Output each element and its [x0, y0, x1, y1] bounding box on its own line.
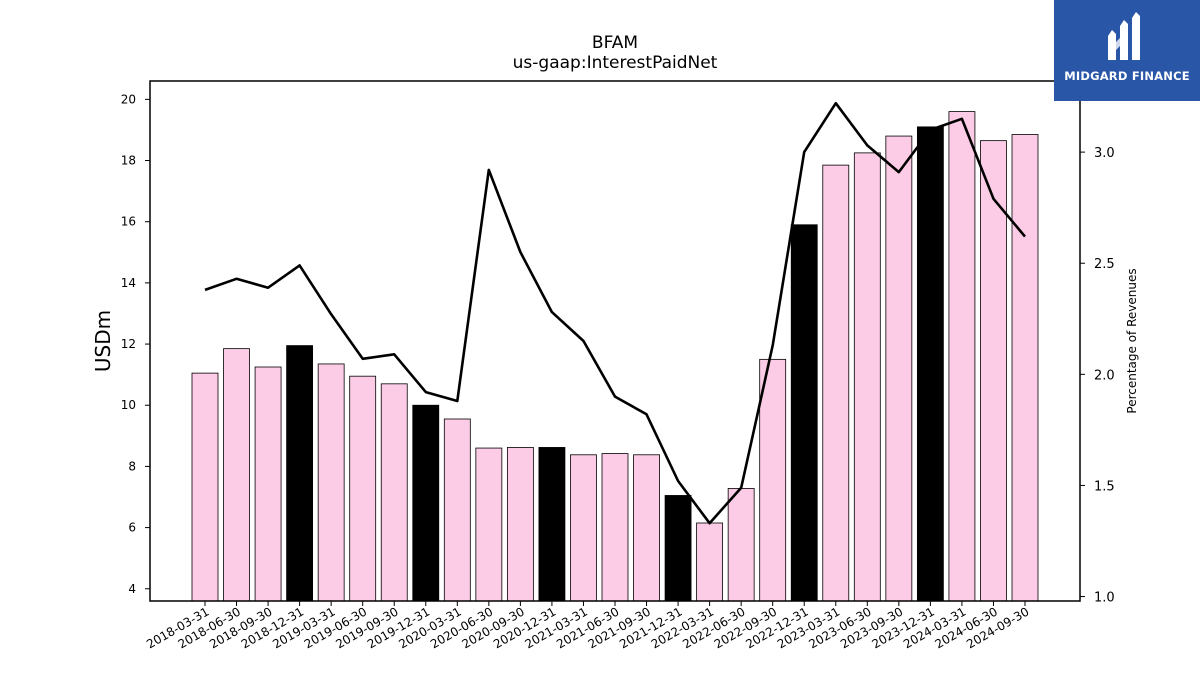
bar-2023-12-31 [916, 126, 944, 602]
bar-2022-12-31 [790, 224, 818, 602]
bar-2018-03-31 [191, 372, 219, 602]
bar-2020-06-30 [475, 447, 503, 602]
bar-2019-06-30 [349, 375, 377, 602]
bar-2020-03-31 [443, 418, 471, 602]
y-tick-label: 10 [121, 398, 136, 412]
bar-2019-12-31 [412, 404, 440, 602]
y2-axis-label: Percentage of Revenues [1125, 268, 1139, 413]
bar-2019-03-31 [317, 363, 345, 602]
bar-2024-06-30 [980, 140, 1007, 602]
bar-2018-06-30 [223, 348, 250, 602]
line-series [204, 101, 1026, 525]
bar-2022-09-30 [759, 358, 787, 602]
bar-2020-09-30 [506, 447, 534, 602]
bar-2024-09-30 [1011, 134, 1039, 602]
y-tick-label: 16 [121, 215, 136, 229]
y-tick-label: 8 [128, 459, 136, 473]
bar-2021-06-30 [601, 453, 629, 602]
y-tick-label: 20 [121, 92, 136, 106]
bar-2022-03-31 [696, 522, 724, 602]
bar-2021-12-31 [664, 495, 692, 602]
logo-text: MIDGARD FINANCE [1064, 69, 1190, 83]
y2-tick-label: 1.0 [1094, 591, 1115, 606]
y-tick-label: 6 [128, 521, 136, 535]
chart-subtitle: us-gaap:InterestPaidNet [513, 53, 718, 73]
y-axis-label: USDm [91, 310, 115, 372]
bar-2024-03-31 [948, 111, 976, 602]
y2-tick-label: 3.0 [1094, 146, 1115, 161]
y-tick-label: 12 [121, 337, 136, 351]
chart-title: BFAM [592, 33, 638, 53]
y2-tick-label: 2.5 [1094, 257, 1115, 272]
bar-2020-12-31 [538, 447, 566, 602]
y-tick-label: 4 [128, 582, 136, 596]
bar-2018-12-31 [286, 345, 314, 602]
y2-tick-label: 1.5 [1094, 479, 1115, 494]
bar-2023-03-31 [822, 164, 850, 602]
bar-2018-09-30 [254, 366, 282, 602]
bar-2022-06-30 [727, 488, 755, 602]
bar-2023-09-30 [885, 135, 913, 602]
bar-2021-09-30 [633, 454, 660, 602]
y-tick-label: 14 [121, 276, 136, 290]
midgard-logo-icon [1108, 12, 1140, 60]
bar-2023-06-30 [853, 152, 881, 602]
y2-tick-label: 2.0 [1094, 368, 1115, 383]
bar-2021-03-31 [570, 454, 597, 602]
bar-2019-09-30 [380, 383, 408, 602]
midgard-finance-logo: MIDGARD FINANCE [1054, 0, 1200, 101]
y-tick-label: 18 [121, 154, 136, 168]
